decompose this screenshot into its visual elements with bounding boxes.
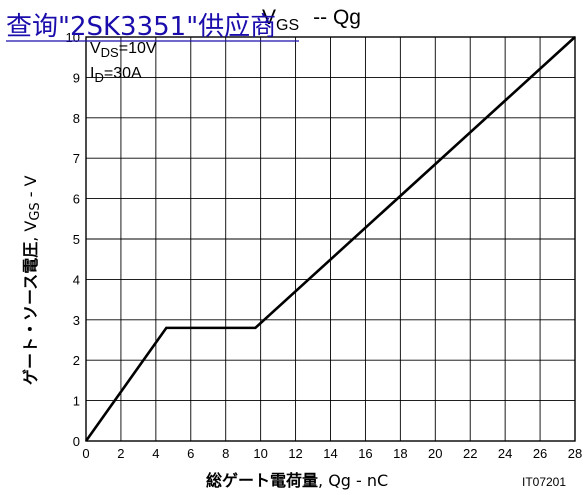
x-tick-label: 14 (323, 446, 337, 461)
y-tick-label: 3 (73, 313, 80, 328)
x-tick-label: 26 (533, 446, 547, 461)
series-layer (84, 36, 576, 442)
x-axis-title: 総ゲート電荷量, Qg - nC (206, 471, 388, 490)
plot-frame (85, 36, 576, 442)
x-tick-label: 4 (152, 446, 159, 461)
x-tick-labels: 0 2 4 6 8 10 12 14 16 18 20 22 24 26 28 (82, 446, 582, 461)
y-tick-label: 6 (73, 192, 80, 207)
y-tick-label: 7 (73, 151, 80, 166)
x-tick-label: 16 (358, 446, 372, 461)
y-tick-label: 1 (73, 394, 80, 409)
chart-title: VGS -- Qg (262, 6, 361, 34)
x-tick-label: 12 (288, 446, 302, 461)
figure-code: IT07201 (522, 475, 566, 489)
grid (86, 37, 575, 441)
x-tick-label: 28 (568, 446, 582, 461)
annotation-id: ID=30A (90, 65, 142, 85)
x-tick-label: 20 (428, 446, 442, 461)
x-tick-label: 18 (393, 446, 407, 461)
y-tick-label: 5 (73, 232, 80, 247)
y-tick-label: 9 (73, 70, 80, 85)
x-tick-label: 6 (187, 446, 194, 461)
series-line-0 (84, 36, 576, 442)
y-tick-label: 0 (73, 434, 80, 449)
y-tick-label: 2 (73, 353, 80, 368)
x-tick-label: 2 (117, 446, 124, 461)
y-tick-label: 4 (73, 272, 80, 287)
x-tick-label: 0 (82, 446, 89, 461)
x-tick-label: 24 (498, 446, 512, 461)
x-tick-label: 8 (222, 446, 229, 461)
supplier-query-link[interactable]: 查询"2SK3351"供应商 (6, 12, 276, 42)
y-axis-title: ゲート・ソース電圧, VGS - V (21, 175, 43, 385)
y-tick-label: 8 (73, 111, 80, 126)
annotation-vds: VDS=10V (90, 40, 157, 60)
x-tick-label: 10 (253, 446, 267, 461)
x-tick-label: 22 (463, 446, 477, 461)
